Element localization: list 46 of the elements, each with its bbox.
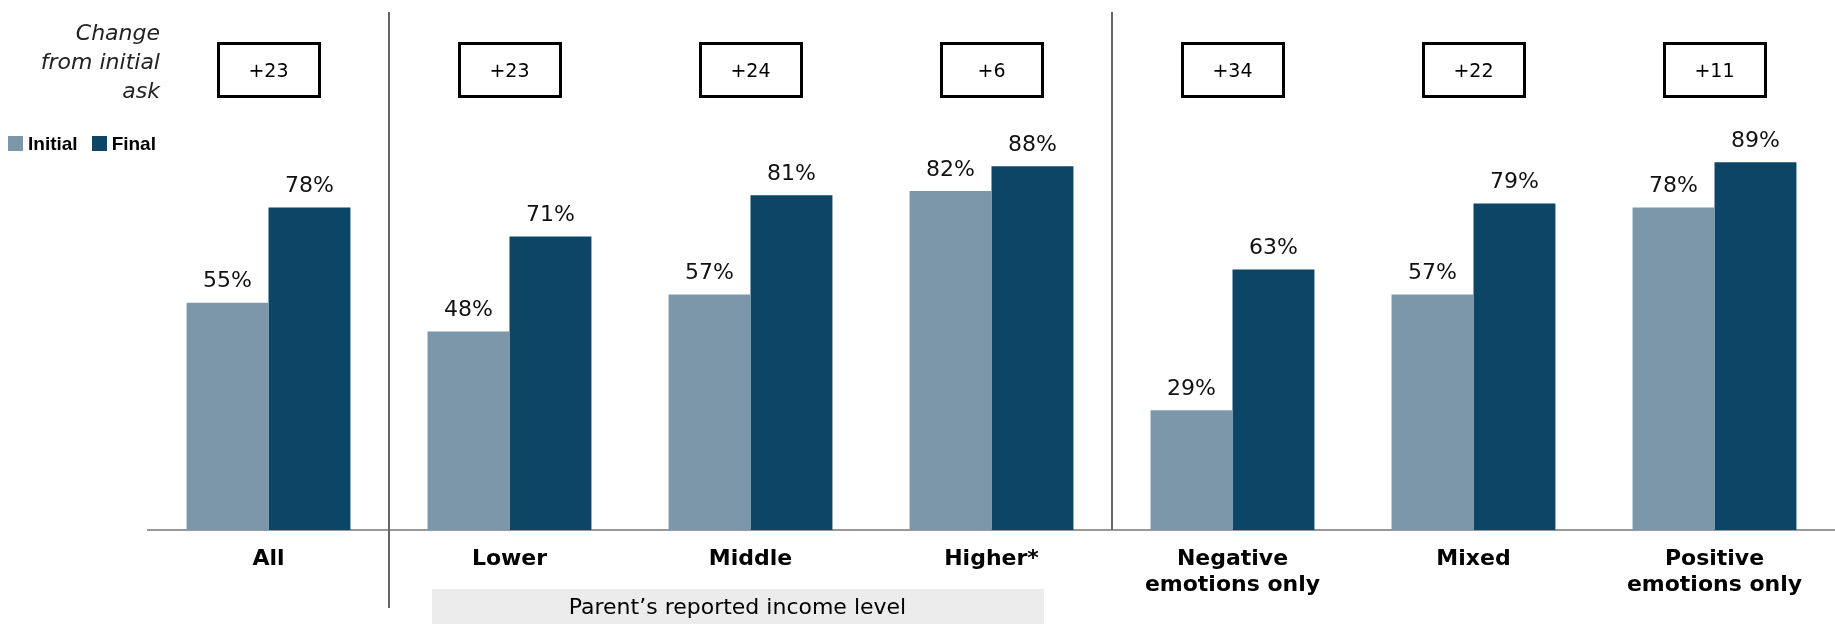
bar: [1232, 269, 1315, 530]
data-label: 88%: [1008, 130, 1057, 156]
data-label: 71%: [526, 201, 575, 227]
text: +11: [1662, 42, 1767, 98]
bar: [991, 166, 1074, 530]
x-tick-label: Lower: [471, 544, 548, 570]
bar: [509, 236, 592, 530]
text: +24: [698, 42, 803, 98]
x-tick-label: Higher*: [944, 544, 1040, 570]
bar: [909, 191, 992, 530]
bar: [750, 195, 833, 530]
x-tick-label: Negative emotions only: [1144, 544, 1321, 597]
data-label: 57%: [1408, 259, 1457, 285]
text: Parent’s reported income level: [431, 589, 1044, 624]
bar: [186, 302, 269, 530]
text: +6: [939, 42, 1044, 98]
data-label: 55%: [203, 267, 252, 293]
data-label: 89%: [1731, 126, 1780, 152]
data-label: 57%: [685, 259, 734, 285]
text: +23: [216, 42, 321, 98]
data-label: 78%: [1649, 172, 1698, 198]
legend-label: Initial: [27, 133, 78, 155]
data-label: 81%: [767, 159, 816, 185]
x-tick-label: All: [252, 544, 285, 570]
data-label: 82%: [926, 155, 975, 181]
bar: [268, 207, 351, 530]
bar: [1714, 162, 1797, 530]
x-tick-label: Positive emotions only: [1626, 544, 1803, 597]
bar: [1632, 207, 1715, 530]
text: Change from initial ask: [39, 19, 160, 105]
legend-label: Final: [110, 133, 156, 155]
bar: [427, 331, 510, 530]
data-label: 63%: [1249, 234, 1298, 260]
bar: [668, 294, 751, 530]
data-label: 78%: [285, 172, 334, 198]
data-label: 79%: [1490, 168, 1539, 194]
bar: [1473, 203, 1556, 530]
x-tick-label: Mixed: [1436, 544, 1511, 570]
bar: [1150, 410, 1233, 530]
x-tick-label: Middle: [708, 544, 793, 570]
bar: [1391, 294, 1474, 530]
text: +34: [1180, 42, 1285, 98]
text: +22: [1421, 42, 1526, 98]
text: +23: [457, 42, 562, 98]
data-label: 48%: [444, 296, 493, 322]
data-label: 29%: [1167, 374, 1216, 400]
